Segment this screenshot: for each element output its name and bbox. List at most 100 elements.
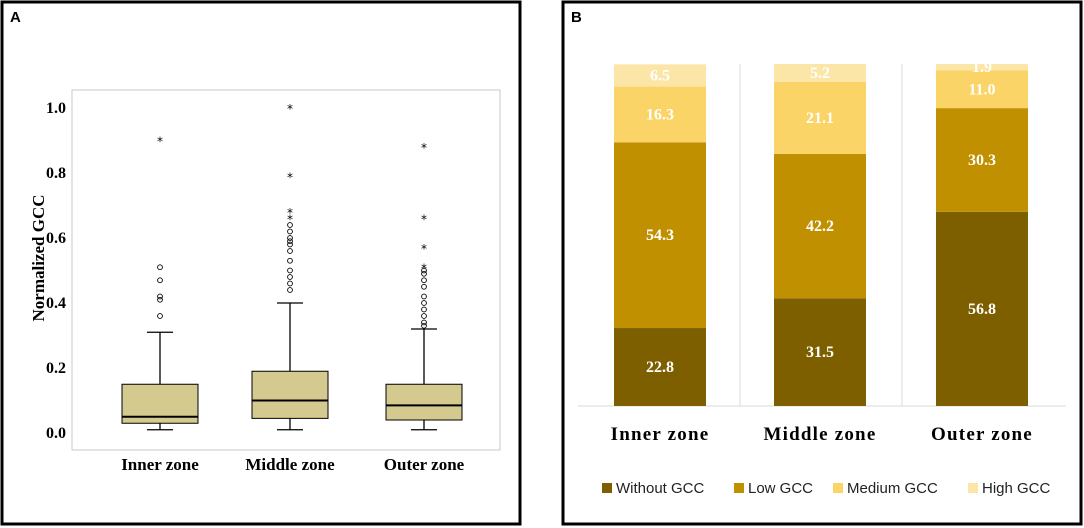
legend-swatch xyxy=(833,483,843,493)
outlier-point xyxy=(421,277,427,284)
x-category-label: Inner zone xyxy=(611,424,710,445)
outlier-point xyxy=(157,277,163,284)
bar-segment xyxy=(774,64,866,82)
bar-segment xyxy=(936,108,1028,212)
x-category-label: Middle zone xyxy=(245,455,335,474)
panel-a-x-axis: Inner zone Middle zone Outer zone xyxy=(121,455,464,474)
bar-segment xyxy=(614,328,706,406)
segment-value-label: 5.2 xyxy=(810,65,830,82)
extreme-point: * xyxy=(287,206,293,220)
panel-a-ylabel: Normalized GCC xyxy=(29,194,48,321)
segment-value-label: 21.1 xyxy=(806,110,834,127)
legend-item: Without GCC xyxy=(602,480,705,497)
x-category-label: Middle zone xyxy=(764,424,877,445)
bar-segment xyxy=(936,64,1028,71)
extreme-point: * xyxy=(287,102,293,116)
panel-a-plot-frame xyxy=(71,89,501,451)
y-tick-label: 0.4 xyxy=(46,295,66,312)
iqr-box xyxy=(385,383,463,421)
segment-value-label: 42.2 xyxy=(806,218,834,235)
box-1: * xyxy=(121,135,199,431)
x-category-label: Outer zone xyxy=(384,455,465,474)
outlier-point xyxy=(421,306,427,313)
bar-segment xyxy=(774,298,866,406)
segment-value-label: 30.3 xyxy=(968,152,996,169)
segment-value-label: 56.8 xyxy=(968,301,996,318)
outlier-point xyxy=(157,313,163,319)
extreme-point: * xyxy=(287,213,293,227)
legend-label: Medium GCC xyxy=(847,480,938,497)
bar-segment xyxy=(936,211,1028,406)
extreme-point: * xyxy=(421,141,427,155)
x-category-label: Inner zone xyxy=(121,455,199,474)
y-tick-label: 0.2 xyxy=(46,360,66,377)
segment-value-label: 11.0 xyxy=(968,81,995,98)
iqr-box xyxy=(251,370,329,419)
legend-swatch xyxy=(734,483,744,493)
bar-stack-1: 22.8 54.3 16.3 6.5 xyxy=(614,64,706,406)
outlier-point xyxy=(421,322,427,329)
bar-segment xyxy=(774,81,866,154)
y-tick-label: 0.0 xyxy=(46,425,66,442)
outlier-point xyxy=(157,296,163,303)
legend-item: Medium GCC xyxy=(833,480,938,497)
box-2: **** xyxy=(251,102,329,431)
outlier-point xyxy=(157,264,163,271)
outlier-point xyxy=(421,300,427,306)
segment-value-label: 31.5 xyxy=(806,344,834,361)
panel-a-y-axis: 0.0 0.2 0.4 0.6 0.8 1.0 xyxy=(46,100,66,442)
outlier-point xyxy=(421,267,427,274)
bar-segment xyxy=(614,64,706,87)
segment-value-label: 54.3 xyxy=(646,227,674,244)
outlier-point xyxy=(421,283,427,290)
panel-b-x-axis: Inner zone Middle zone Outer zone xyxy=(611,424,1033,445)
bar-segment xyxy=(936,70,1028,109)
legend-swatch xyxy=(602,483,612,493)
outlier-point xyxy=(287,238,293,245)
panel-a-frame xyxy=(0,0,522,526)
bar-segment xyxy=(774,153,866,299)
extreme-point: * xyxy=(157,135,163,149)
panel-a-letter: A xyxy=(10,9,21,26)
outlier-point xyxy=(287,248,293,254)
outlier-point xyxy=(287,274,293,280)
panel-b-bars: 22.8 54.3 16.3 6.5 31.5 42.2 21.1 5.2 56.8 30.3 11… xyxy=(614,59,1028,406)
outlier-point xyxy=(287,228,293,235)
outlier-point xyxy=(421,313,427,319)
extreme-point: * xyxy=(421,242,427,256)
outlier-point xyxy=(287,267,293,274)
outlier-point xyxy=(421,270,427,277)
legend-label: Without GCC xyxy=(616,480,705,497)
outlier-point xyxy=(287,257,293,264)
extreme-point: * xyxy=(421,261,427,275)
outlier-point xyxy=(421,319,427,326)
panel-a-boxes: ********* xyxy=(121,102,463,431)
bar-stack-3: 56.8 30.3 11.0 1.9 xyxy=(936,59,1028,406)
panel-b-letter: B xyxy=(571,9,582,26)
outlier-point xyxy=(287,280,293,287)
extreme-point: * xyxy=(287,170,293,184)
segment-value-label: 16.3 xyxy=(646,106,674,123)
outlier-point xyxy=(287,235,293,241)
y-tick-label: 1.0 xyxy=(46,100,66,117)
segment-value-label: 22.8 xyxy=(646,359,674,376)
segment-value-label: 1.9 xyxy=(972,59,992,76)
outlier-point xyxy=(287,287,293,293)
legend-item: Low GCC xyxy=(734,480,813,497)
outlier-point xyxy=(287,241,293,248)
x-category-label: Outer zone xyxy=(931,424,1033,445)
legend-label: High GCC xyxy=(982,480,1051,497)
bar-segment xyxy=(614,86,706,143)
legend-item: High GCC xyxy=(968,480,1051,497)
extreme-point: * xyxy=(421,213,427,227)
y-tick-label: 0.6 xyxy=(46,230,66,247)
box-3: * * * * xyxy=(385,141,463,431)
y-tick-label: 0.8 xyxy=(46,165,66,182)
legend-label: Low GCC xyxy=(748,480,813,497)
bar-stack-2: 31.5 42.2 21.1 5.2 xyxy=(774,64,866,406)
segment-value-label: 6.5 xyxy=(650,67,670,84)
panel-b-legend: Without GCC Low GCC Medium GCC High GCC xyxy=(602,480,1051,497)
outlier-point xyxy=(157,293,163,300)
outlier-point xyxy=(287,222,293,228)
